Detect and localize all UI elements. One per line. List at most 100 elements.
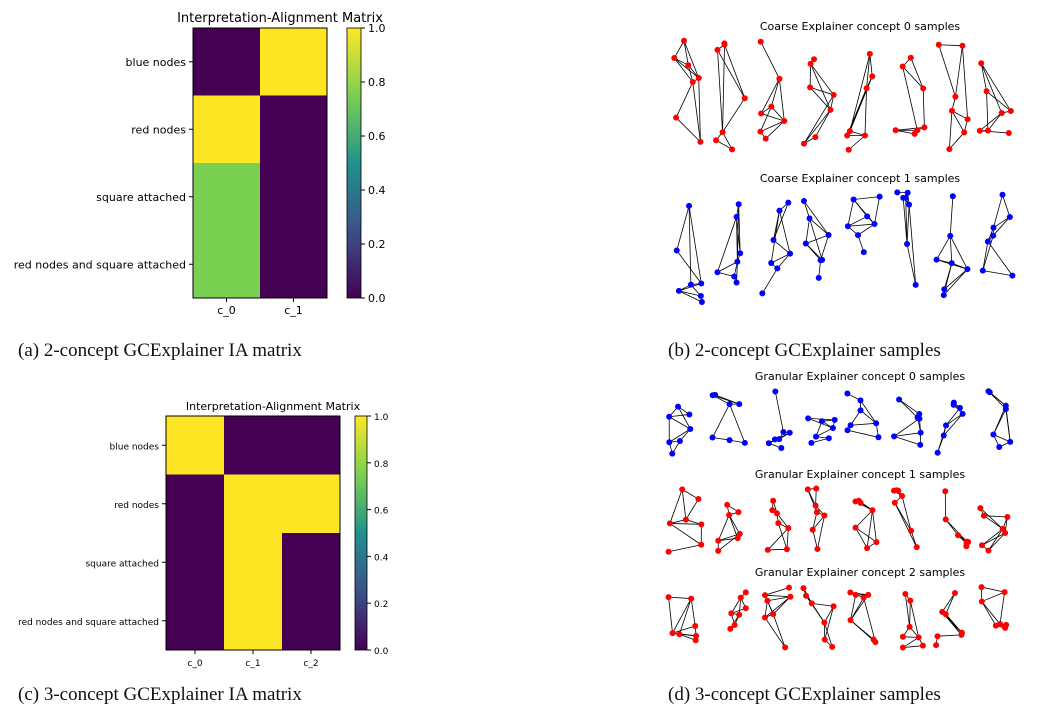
graph-node <box>940 432 947 439</box>
graph-node <box>685 62 692 69</box>
graph-edge <box>857 223 875 236</box>
graph-node <box>681 37 688 44</box>
graph-node <box>764 597 771 604</box>
graph-node <box>857 499 864 506</box>
graph-node <box>783 546 790 553</box>
graph-edge <box>779 210 791 254</box>
sample-graph <box>665 486 705 555</box>
graph-edge <box>772 614 786 648</box>
graph-edge <box>772 596 791 615</box>
graph-edge <box>669 428 691 443</box>
graph-edge <box>736 261 738 283</box>
graph-edge <box>902 66 924 89</box>
graph-node <box>1002 624 1009 631</box>
graph-node <box>775 520 782 527</box>
graph-edge <box>987 241 1013 276</box>
graph-node <box>735 201 742 208</box>
graph-node <box>814 546 821 553</box>
graph-node <box>934 449 941 456</box>
graph-node <box>864 545 871 552</box>
graph-node <box>731 273 738 280</box>
graph-node <box>983 88 990 95</box>
graph-node <box>844 223 851 230</box>
graph-edge <box>938 44 956 97</box>
graph-node <box>933 642 940 649</box>
graph-node <box>698 541 705 548</box>
graph-node <box>948 260 955 267</box>
graph-edge <box>809 87 834 96</box>
graph-node <box>857 397 864 404</box>
graph-node <box>698 521 705 528</box>
graph-node <box>956 404 963 411</box>
graph-edge <box>847 216 868 227</box>
graph-edge <box>777 522 788 550</box>
graph-edge <box>805 243 821 261</box>
graph-node <box>946 146 953 153</box>
heatmap-cell <box>193 230 261 299</box>
graph-edge <box>951 110 965 133</box>
sample-graph <box>800 56 837 147</box>
graph-edge <box>981 591 1005 602</box>
graph-node <box>844 132 851 139</box>
graph-edge <box>847 429 879 438</box>
graph-node <box>872 639 879 646</box>
graph-edge <box>988 532 1006 551</box>
graph-node <box>785 584 792 591</box>
graph-node <box>976 127 983 134</box>
graph-node <box>916 415 923 422</box>
sample-graph <box>764 497 792 553</box>
colorbar-tick-label: 0.8 <box>368 76 386 89</box>
graph-node <box>1002 406 1009 413</box>
graph-edge <box>872 510 877 543</box>
colorbar-tick-label: 0.6 <box>368 130 386 143</box>
graph-edge <box>902 66 918 131</box>
graph-node <box>869 73 876 80</box>
heatmap-cell <box>166 474 225 534</box>
graph-node <box>787 593 794 600</box>
graph-node <box>980 512 987 519</box>
graph-node <box>742 605 749 612</box>
graph-edge <box>962 45 969 120</box>
graph-node <box>904 189 911 196</box>
heatmap-cell <box>166 533 225 592</box>
graph-edge <box>810 63 831 111</box>
graph-node <box>984 127 991 134</box>
graph-node <box>941 286 948 293</box>
ia-matrix-3-concept: Interpretation-Alignment Matrix blue node… <box>18 400 389 669</box>
ia-matrix-2-concept: Interpretation-Alignment Matrix blue node… <box>14 11 386 317</box>
graph-node <box>734 258 741 265</box>
graph-edge <box>688 205 692 285</box>
graph-edge <box>941 592 956 613</box>
graph-node <box>951 590 958 597</box>
graph-edge <box>1005 409 1011 442</box>
graph-edge <box>812 515 825 531</box>
graph-edge <box>760 106 772 132</box>
graph-edge <box>909 600 920 638</box>
graph-node <box>921 124 928 131</box>
heatmap-cell <box>224 591 283 651</box>
graph-edge <box>676 250 702 284</box>
graph-node <box>961 129 968 136</box>
sample-graph <box>727 589 749 632</box>
graph-node <box>815 274 822 281</box>
graph-node <box>780 429 787 436</box>
graph-edge <box>805 218 810 244</box>
graph-edge <box>908 204 917 285</box>
heatmap-title: Interpretation-Alignment Matrix <box>177 11 383 26</box>
graph-edge <box>986 90 1012 112</box>
graph-node <box>985 547 992 554</box>
graph-edge <box>949 235 953 264</box>
graph-node <box>737 250 744 257</box>
graph-node <box>978 60 985 67</box>
graph-node <box>800 140 807 147</box>
graph-node <box>689 79 696 86</box>
graph-edge <box>815 427 834 437</box>
graph-node <box>682 516 689 523</box>
samples-row-title: Granular Explainer concept 1 samples <box>755 468 965 481</box>
graph-node <box>895 487 902 494</box>
graph-edge <box>817 515 825 550</box>
graph-edge <box>983 515 1003 530</box>
graph-node <box>1006 213 1013 220</box>
graph-node <box>765 440 772 447</box>
row-label: square attached <box>96 191 186 204</box>
